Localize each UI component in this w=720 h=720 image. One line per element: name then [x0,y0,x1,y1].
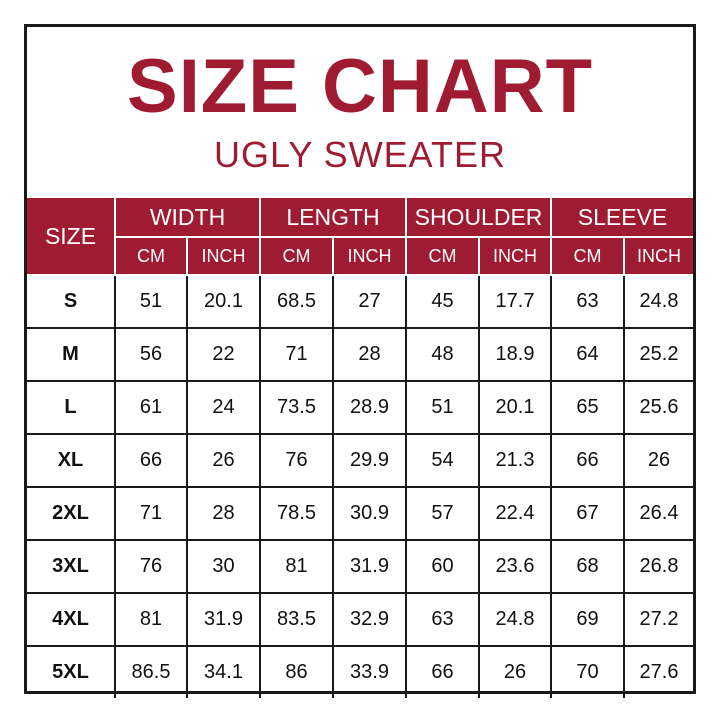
measurement-cell: 71 [114,486,188,541]
measurement-cell: 27 [331,274,408,329]
measurement-cell: 27.2 [623,592,694,647]
size-chart-frame: SIZE CHART UGLY SWEATER SIZE WIDTH LENGT… [24,24,696,698]
measurement-cell: 76 [114,539,188,594]
measurement-cell: 51 [405,380,481,435]
measurement-cell: 86 [259,645,334,698]
chart-title: SIZE CHART [127,44,593,129]
measurement-cell: 48 [405,327,481,382]
measurement-cell: 18.9 [478,327,553,382]
measurement-cell: 31.9 [331,539,408,594]
table-row: 2XL 71 28 78.5 30.9 57 22.4 67 26.4 [27,486,694,541]
table-row: S 51 20.1 68.5 27 45 17.7 63 24.8 [27,274,694,329]
measurement-cell: 86.5 [114,645,188,698]
measurement-cell: 25.2 [623,327,694,382]
measurement-cell: 30.9 [331,486,408,541]
measurement-cell: 66 [114,433,188,488]
measurement-cell: 32.9 [331,592,408,647]
measurement-cell: 81 [259,539,334,594]
size-label-cell: S [27,274,116,329]
measurement-cell: 26.4 [623,486,694,541]
table-row: XL 66 26 76 29.9 54 21.3 66 26 [27,433,694,488]
measurement-cell: 23.6 [478,539,553,594]
unit-cm-header: CM [405,236,481,276]
size-label-cell: 2XL [27,486,116,541]
table-row: 3XL 76 30 81 31.9 60 23.6 68 26.8 [27,539,694,594]
table-row: 4XL 81 31.9 83.5 32.9 63 24.8 69 27.2 [27,592,694,647]
measurement-cell: 83.5 [259,592,334,647]
measurement-cell: 33.9 [331,645,408,698]
measurement-cell: 24 [186,380,261,435]
measurement-cell: 56 [114,327,188,382]
measurement-cell: 63 [405,592,481,647]
size-table: SIZE WIDTH LENGTH SHOULDER SLEEVE CM INC… [27,196,694,698]
measurement-cell: 63 [550,274,626,329]
measurement-cell: 61 [114,380,188,435]
measurement-cell: 27.6 [623,645,694,698]
measurement-cell: 31.9 [186,592,261,647]
size-label-cell: 3XL [27,539,116,594]
measurement-cell: 28 [331,327,408,382]
width-header: WIDTH [114,196,261,238]
measurement-cell: 66 [405,645,481,698]
measurement-cell: 25.6 [623,380,694,435]
measurement-cell: 65 [550,380,626,435]
measurement-cell: 78.5 [259,486,334,541]
measurement-cell: 54 [405,433,481,488]
measurement-cell: 51 [114,274,188,329]
measurement-cell: 26 [478,645,553,698]
table-row: 5XL 86.5 34.1 86 33.9 66 26 70 27.6 [27,645,694,698]
unit-inch-header: INCH [331,236,408,276]
shoulder-header: SHOULDER [405,196,553,238]
measurement-cell: 68 [550,539,626,594]
measurement-cell: 26 [186,433,261,488]
table-row: L 61 24 73.5 28.9 51 20.1 65 25.6 [27,380,694,435]
measurement-cell: 17.7 [478,274,553,329]
size-label-cell: 5XL [27,645,116,698]
unit-cm-header: CM [114,236,188,276]
measurement-cell: 28 [186,486,261,541]
measurement-cell: 69 [550,592,626,647]
size-label-cell: XL [27,433,116,488]
measurement-cell: 76 [259,433,334,488]
measurement-cell: 28.9 [331,380,408,435]
measurement-cell: 22 [186,327,261,382]
measurement-cell: 26.8 [623,539,694,594]
measurement-cell: 71 [259,327,334,382]
measurement-cell: 20.1 [478,380,553,435]
measurement-cell: 45 [405,274,481,329]
measurement-cell: 64 [550,327,626,382]
unit-cm-header: CM [550,236,626,276]
measurement-cell: 73.5 [259,380,334,435]
measurement-cell: 81 [114,592,188,647]
size-column-header: SIZE [27,196,116,276]
measurement-cell: 20.1 [186,274,261,329]
unit-inch-header: INCH [186,236,261,276]
measurement-cell: 70 [550,645,626,698]
measurement-cell: 68.5 [259,274,334,329]
sleeve-header: SLEEVE [550,196,694,238]
measurement-cell: 24.8 [623,274,694,329]
measurement-cell: 67 [550,486,626,541]
unit-inch-header: INCH [623,236,694,276]
measurement-cell: 66 [550,433,626,488]
unit-cm-header: CM [259,236,334,276]
measurement-cell: 29.9 [331,433,408,488]
measurement-cell: 34.1 [186,645,261,698]
table-row: M 56 22 71 28 48 18.9 64 25.2 [27,327,694,382]
measurement-cell: 24.8 [478,592,553,647]
size-label-cell: M [27,327,116,382]
length-header: LENGTH [258,196,408,238]
size-label-cell: 4XL [27,592,116,647]
measurement-cell: 26 [623,433,694,488]
measurement-cell: 57 [405,486,481,541]
size-label-cell: L [27,380,116,435]
measurement-cell: 21.3 [478,433,553,488]
chart-subtitle: UGLY SWEATER [213,134,507,175]
unit-inch-header: INCH [478,236,553,276]
measurement-cell: 22.4 [478,486,553,541]
size-table-body: S 51 20.1 68.5 27 45 17.7 63 24.8 M 56 22 71 28 48 18.9… [27,274,694,698]
measurement-cell: 60 [405,539,481,594]
measurement-cell: 30 [186,539,261,594]
